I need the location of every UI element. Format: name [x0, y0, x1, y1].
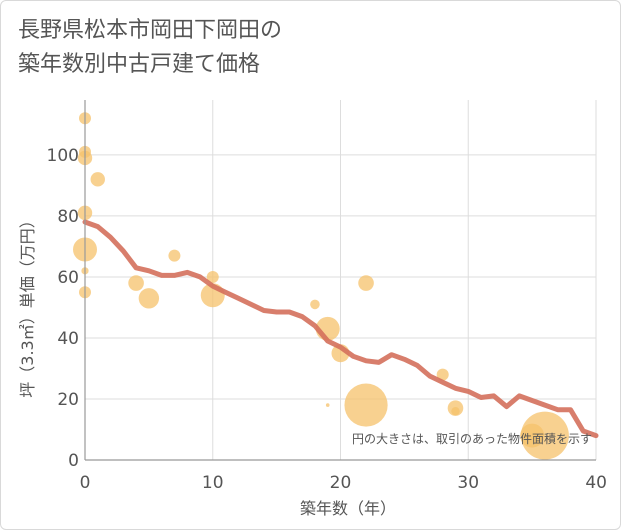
y-tick-label: 100 — [47, 146, 79, 166]
grid-lines — [85, 100, 597, 460]
data-bubble — [436, 368, 449, 381]
data-bubble — [90, 172, 105, 187]
data-bubble — [520, 411, 569, 460]
x-tick-label: 30 — [457, 473, 479, 493]
x-tick-label: 40 — [585, 473, 607, 493]
y-tick-label: 0 — [68, 451, 79, 471]
x-tick-label: 10 — [202, 473, 224, 493]
data-bubble — [358, 275, 374, 291]
x-tick-label: 20 — [330, 473, 352, 493]
data-bubble — [168, 249, 181, 262]
chart-title: 長野県松本市岡田下岡田の 築年数別中古戸建て価格 — [18, 14, 282, 82]
chart-title-line2: 築年数別中古戸建て価格 — [18, 52, 261, 77]
data-bubble — [128, 275, 144, 291]
trend-line — [82, 219, 599, 439]
data-bubble — [451, 406, 460, 416]
data-bubble — [310, 299, 320, 310]
x-axis-label: 築年数（年） — [300, 499, 396, 518]
y-axis-label: 坪（3.3㎡）単価（万円） — [18, 212, 37, 397]
bubbles-layer — [73, 112, 569, 460]
trend-line-layer — [82, 219, 599, 439]
data-bubble — [325, 403, 330, 407]
size-note: 円の大きさは、取引のあった物件面積を示す — [352, 431, 592, 446]
axes-layer: 0 20 40 60 80 100 0 10 20 30 40 — [47, 100, 607, 493]
chart-title-line1: 長野県松本市岡田下岡田の — [18, 18, 283, 43]
data-bubble — [138, 288, 160, 309]
data-bubble — [206, 270, 219, 283]
y-tick-label: 40 — [57, 329, 79, 349]
data-bubble — [344, 383, 388, 427]
x-tick-label: 0 — [80, 473, 91, 493]
y-tick-label: 60 — [57, 268, 79, 288]
y-tick-label: 80 — [57, 207, 79, 227]
y-tick-label: 20 — [57, 390, 79, 410]
